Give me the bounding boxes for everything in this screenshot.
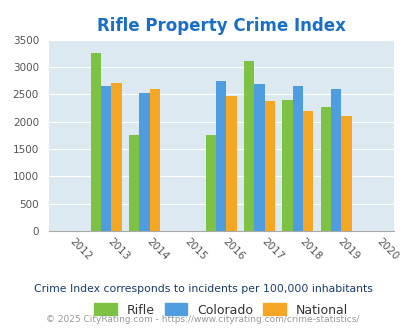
Text: Crime Index corresponds to incidents per 100,000 inhabitants: Crime Index corresponds to incidents per…	[34, 284, 371, 294]
Bar	[320, 107, 330, 231]
Bar	[90, 53, 101, 231]
Bar	[303, 111, 313, 231]
Title: Rifle Property Crime Index: Rifle Property Crime Index	[97, 17, 345, 35]
Bar	[226, 96, 236, 231]
Bar	[111, 83, 122, 231]
Bar	[149, 89, 160, 231]
Bar	[129, 135, 139, 231]
Bar	[101, 86, 111, 231]
Legend: Rifle, Colorado, National: Rifle, Colorado, National	[89, 299, 352, 322]
Bar	[215, 81, 226, 231]
Bar	[330, 89, 341, 231]
Bar	[139, 93, 149, 231]
Bar	[292, 85, 303, 231]
Bar	[243, 61, 254, 231]
Text: © 2025 CityRating.com - https://www.cityrating.com/crime-statistics/: © 2025 CityRating.com - https://www.city…	[46, 315, 359, 324]
Bar	[282, 100, 292, 231]
Bar	[254, 84, 264, 231]
Bar	[341, 116, 351, 231]
Bar	[205, 135, 215, 231]
Bar	[264, 101, 275, 231]
